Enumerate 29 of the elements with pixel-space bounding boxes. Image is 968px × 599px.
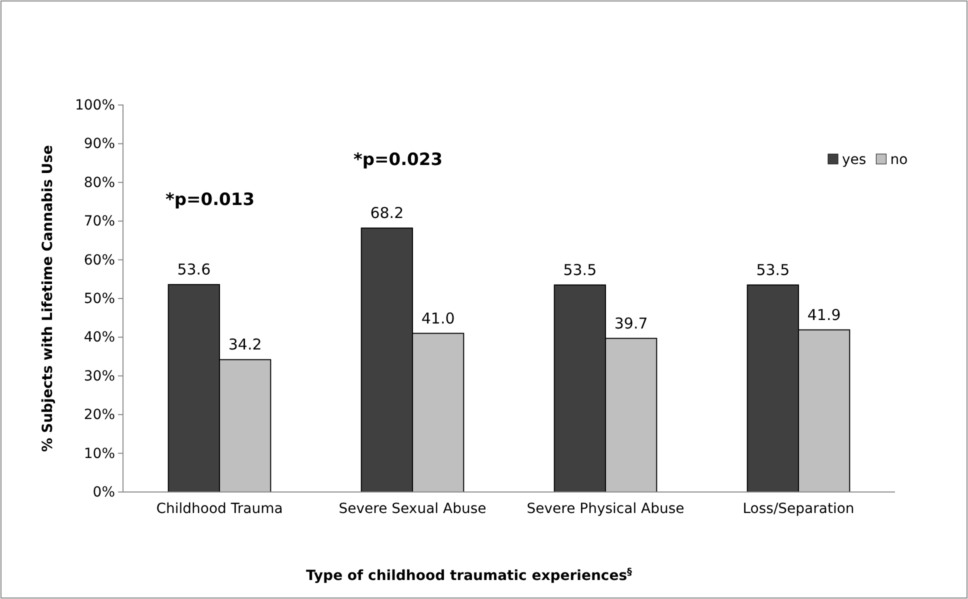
data-label: 53.6 bbox=[177, 260, 211, 279]
data-label: 39.7 bbox=[614, 314, 648, 332]
data-label: 53.5 bbox=[563, 260, 597, 279]
x-tick-label: Severe Sexual Abuse bbox=[338, 501, 486, 518]
y-tick-label: 90% bbox=[84, 136, 115, 152]
y-tick-label: 70% bbox=[84, 214, 115, 230]
x-tick-label: Childhood Trauma bbox=[156, 501, 283, 518]
y-axis-title: % Subjects with Lifetime Cannabis Use bbox=[40, 145, 56, 452]
y-tick-label: 20% bbox=[84, 407, 115, 424]
y-tick-label: 100% bbox=[74, 97, 115, 114]
y-tick-label: 60% bbox=[84, 252, 115, 268]
legend-label: no bbox=[890, 152, 908, 168]
data-label: 53.5 bbox=[756, 260, 790, 279]
y-tick-label: 30% bbox=[84, 368, 115, 384]
y-tick-label: 50% bbox=[84, 290, 115, 307]
y-tick-label: 10% bbox=[84, 446, 115, 462]
data-label: 68.2 bbox=[370, 204, 404, 222]
data-label: 34.2 bbox=[228, 336, 262, 354]
data-label: 41.9 bbox=[807, 306, 841, 324]
legend-label: yes bbox=[842, 152, 866, 168]
data-label: 41.0 bbox=[421, 309, 455, 328]
annotation: *p=0.023 bbox=[353, 150, 443, 170]
y-tick-label: 40% bbox=[84, 330, 115, 346]
x-tick-label: Severe Physical Abuse bbox=[526, 501, 684, 518]
y-tick-label: 0% bbox=[92, 484, 115, 500]
x-tick-label: Loss/Separation bbox=[742, 501, 854, 518]
x-axis-title: Type of childhood traumatic experiences$^{§}$ bbox=[306, 566, 632, 584]
annotation: *p=0.013 bbox=[165, 190, 255, 210]
y-tick-label: 80% bbox=[84, 174, 115, 191]
